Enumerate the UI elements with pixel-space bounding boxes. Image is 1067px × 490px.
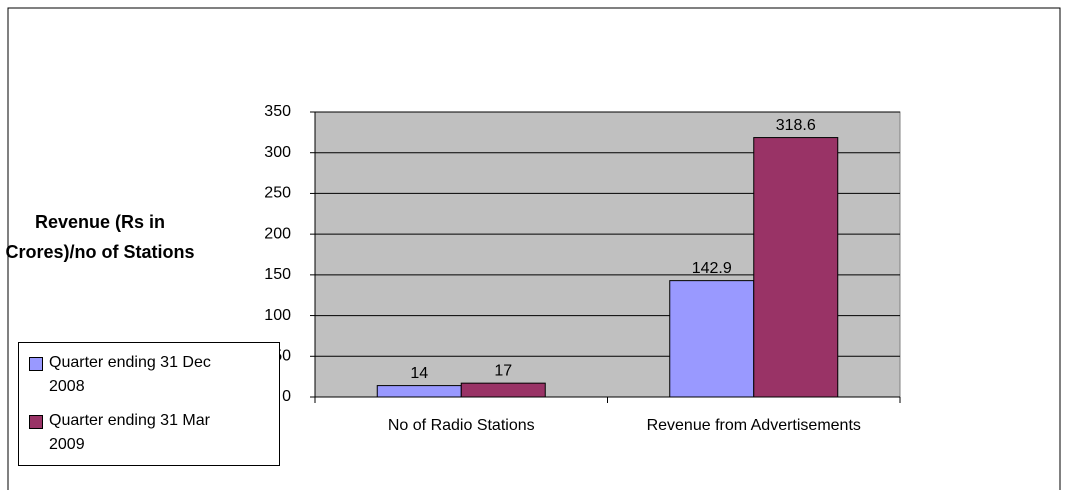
y-tick-label: 100 [264, 307, 291, 324]
chart-border [7, 7, 1061, 490]
bar [669, 280, 755, 398]
y-tick-label: 250 [264, 185, 291, 202]
data-label: 142.9 [692, 260, 732, 277]
bar [753, 137, 839, 398]
legend-swatch [29, 415, 43, 429]
y-tick-label: 300 [264, 144, 291, 161]
data-label: 14 [410, 365, 428, 382]
y-tick-label: 200 [264, 225, 291, 242]
x-tick-label: Revenue from Advertisements [646, 417, 861, 434]
bar [376, 385, 462, 398]
data-label: 318.6 [776, 117, 816, 134]
legend-swatch [29, 357, 43, 371]
y-tick-label: 150 [264, 266, 291, 283]
bar [460, 382, 546, 398]
x-tick-label: No of Radio Stations [387, 417, 535, 434]
y-tick-label: 350 [264, 103, 291, 120]
y-axis-title: Revenue (Rs in Crores)/no of Stations [5, 212, 195, 262]
legend-label: Quarter ending 31 Mar 2009 [49, 412, 210, 453]
legend-label: Quarter ending 31 Dec 2008 [49, 354, 211, 395]
legend: Quarter ending 31 Dec 2008 Quarter ending… [18, 342, 280, 466]
y-tick-label: 0 [282, 388, 291, 405]
data-label: 17 [494, 362, 512, 379]
